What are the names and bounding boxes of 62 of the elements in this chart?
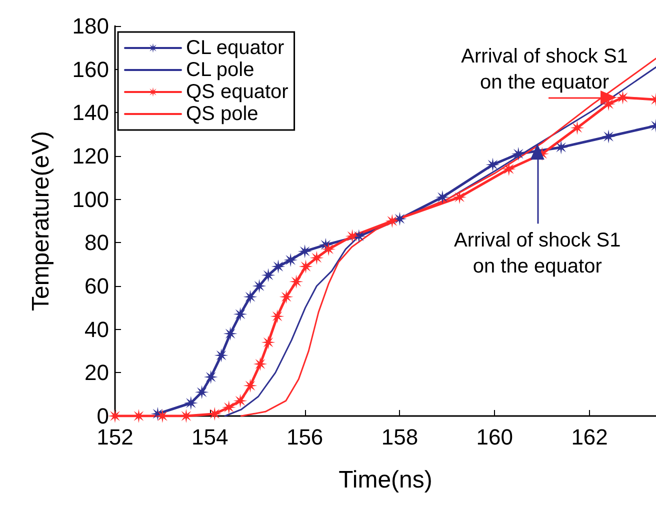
point: [486, 158, 500, 172]
y-tick-label: 120: [72, 144, 109, 168]
y-tick-label: 100: [72, 186, 109, 212]
point: [385, 214, 400, 228]
point: [435, 190, 450, 204]
point: [155, 409, 170, 423]
point: [279, 290, 294, 304]
point: [502, 162, 516, 176]
point: [194, 385, 209, 400]
point: [322, 242, 336, 256]
point: [233, 307, 248, 322]
point: [253, 357, 268, 371]
y-axis-title: Temperature(eV): [28, 130, 54, 312]
point: [270, 309, 284, 324]
point: [223, 326, 238, 341]
point: [392, 212, 407, 226]
point: [570, 120, 584, 135]
point: [233, 394, 248, 408]
annotation: Arrival of shock S1 on the equator: [454, 230, 621, 278]
point: [204, 370, 218, 384]
point: [243, 378, 258, 393]
annotation: Arrival of shock S1 on the equator: [461, 46, 628, 94]
y-tick-label: 80: [84, 230, 109, 256]
y-tick-label: 20: [84, 360, 109, 386]
point: [345, 229, 360, 244]
point: [252, 279, 266, 293]
point: [108, 409, 122, 423]
point: [184, 396, 198, 410]
y-tick-label: 160: [72, 56, 109, 82]
point: [271, 260, 286, 274]
point: [289, 274, 304, 289]
y-tick-label: 180: [72, 14, 109, 38]
point: [214, 348, 228, 362]
point: [222, 400, 236, 414]
y-tick-label: 60: [84, 274, 109, 298]
legend-label: CL pole: [186, 59, 254, 81]
point: [310, 250, 324, 265]
point: [298, 244, 312, 258]
point: [616, 90, 630, 104]
x-tick-label: 154: [192, 424, 228, 450]
point: [208, 406, 222, 421]
legend-label: QS pole: [186, 103, 258, 125]
x-tick-label: 160: [476, 424, 514, 450]
y-tick-label: 40: [84, 316, 109, 342]
point: [132, 409, 146, 423]
x-tick-label: 156: [286, 424, 324, 450]
x-tick-label: 158: [381, 424, 418, 450]
y-tick-label: 140: [72, 100, 109, 126]
point: [602, 130, 616, 144]
point: [179, 409, 194, 423]
point: [243, 290, 258, 304]
point: [284, 253, 298, 267]
x-tick-label: 162: [571, 424, 608, 450]
point: [554, 140, 568, 154]
x-axis-title: Time(ns): [338, 466, 432, 494]
point: [511, 146, 526, 161]
legend-label: QS equator: [186, 81, 289, 103]
legend-label: CL equator: [186, 37, 285, 59]
point: [261, 335, 276, 350]
point: [298, 260, 313, 274]
point: [261, 268, 276, 282]
point: [452, 190, 467, 204]
